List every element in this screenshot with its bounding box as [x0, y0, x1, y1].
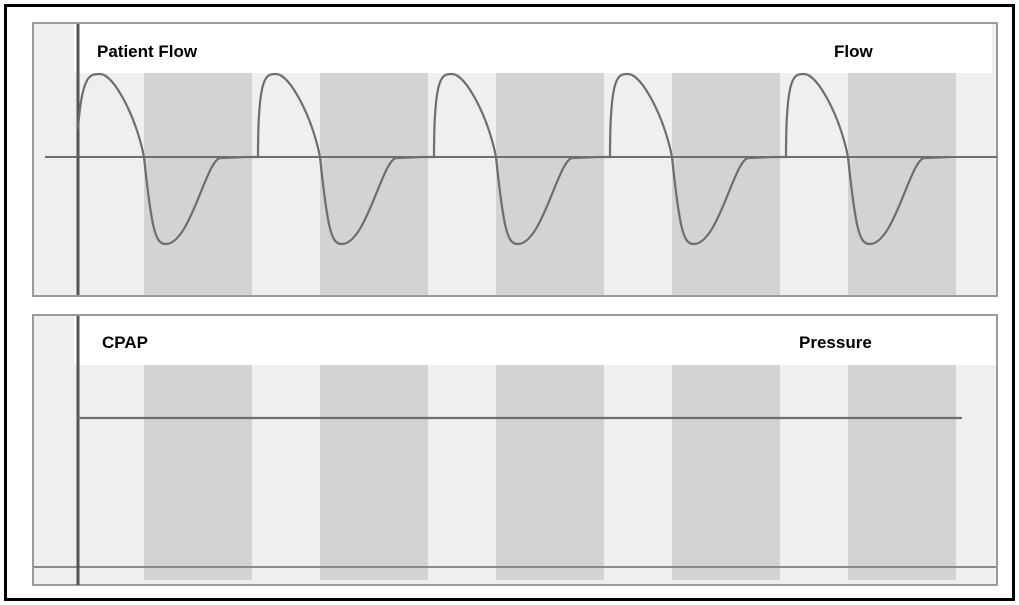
flow-panel [32, 22, 998, 297]
flow-expiration-band-3 [496, 73, 604, 295]
flow-expiration-band-4 [672, 73, 780, 295]
flow-waveform [76, 72, 951, 246]
pressure-panel [32, 314, 998, 586]
flow-panel-label: Flow [834, 42, 873, 61]
flow-expiration-band-1 [144, 73, 252, 295]
pressure-expiration-band-5 [848, 365, 956, 580]
flow-expiration-band-5 [848, 73, 956, 295]
flow-expiration-bands [144, 73, 956, 295]
flow-expiration-band-2 [320, 73, 428, 295]
flow-panel-title: Patient Flow [97, 42, 198, 61]
pressure-expiration-band-4 [672, 365, 780, 580]
pressure-expiration-band-2 [320, 365, 428, 580]
pressure-expiration-band-3 [496, 365, 604, 580]
flow-panel-header [74, 24, 992, 73]
pressure-panel-header [74, 316, 996, 365]
pressure-panel-title: CPAP [102, 333, 148, 352]
pressure-expiration-bands [144, 365, 956, 580]
pressure-panel-label: Pressure [799, 333, 872, 352]
pressure-expiration-band-1 [144, 365, 252, 580]
